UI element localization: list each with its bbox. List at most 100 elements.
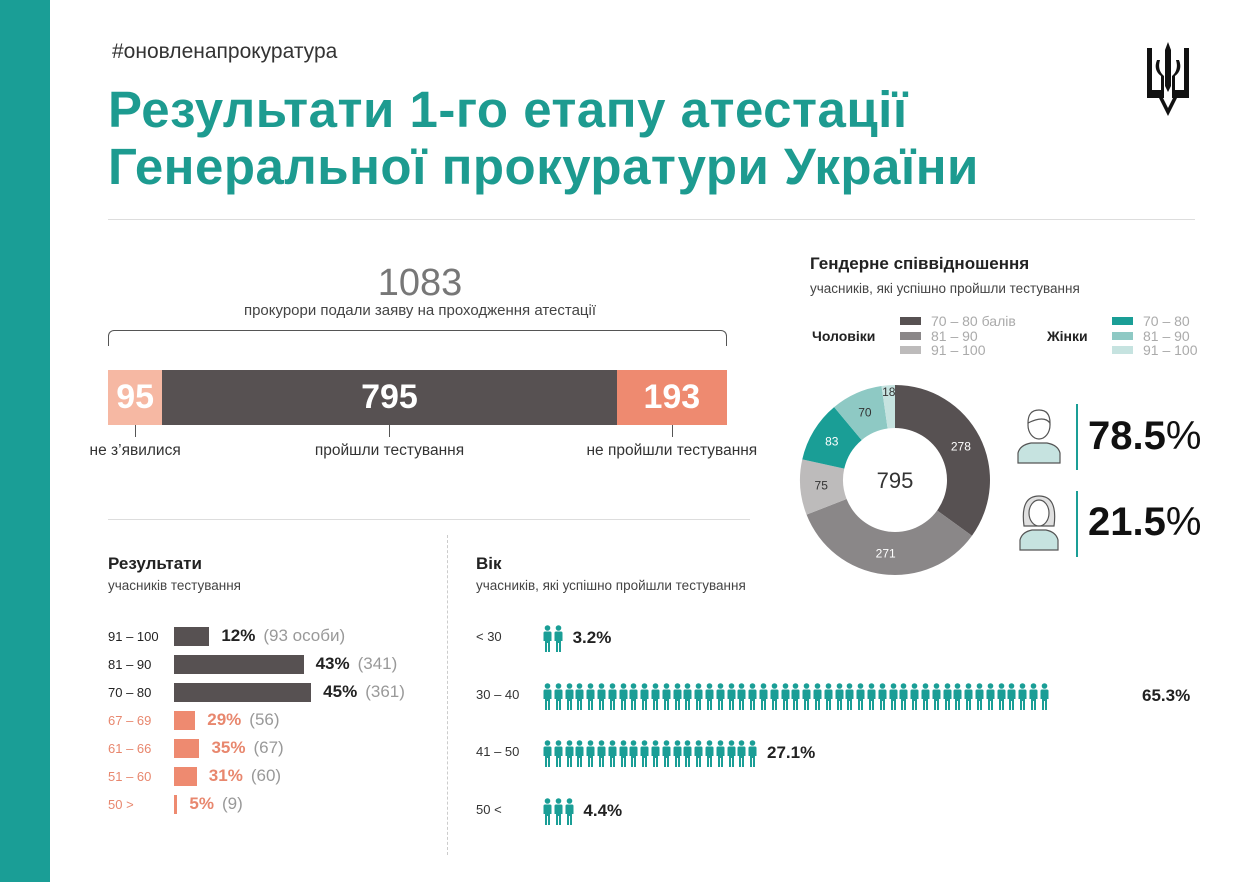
person-icon: [543, 625, 552, 653]
result-count: (341): [357, 654, 398, 673]
person-icon: [856, 683, 865, 711]
hashtag: #оновленапрокуратура: [112, 40, 338, 63]
person-icon: [543, 798, 552, 826]
gender-donut-chart: 278 271 75 83 70 18 795: [800, 385, 990, 575]
person-icon: [845, 683, 854, 711]
person-icon: [629, 740, 638, 768]
person-icon: [802, 683, 811, 711]
men-divider: [1076, 404, 1078, 470]
result-value: 35% (67): [211, 738, 283, 758]
person-icon: [640, 683, 649, 711]
person-icon: [673, 683, 682, 711]
person-icon: [921, 683, 930, 711]
men-percent-value: 78.5: [1088, 414, 1166, 458]
result-count: (93 особи): [263, 626, 346, 645]
person-icon: [662, 683, 671, 711]
woman-icon: [1019, 495, 1059, 551]
result-range-label: 50 >: [108, 797, 134, 812]
person-icon: [554, 740, 563, 768]
donut-slice: [802, 407, 862, 469]
donut-slice-label: 83: [825, 434, 839, 448]
person-icon: [629, 683, 638, 711]
person-icon: [694, 740, 703, 768]
person-icon: [986, 683, 995, 711]
page-title-line2: Генеральної прокуратури України: [108, 138, 979, 195]
person-icon: [748, 683, 757, 711]
result-range-label: 51 – 60: [108, 769, 152, 784]
stack-segment: 795: [162, 370, 617, 425]
women-legend: 70 – 80 81 – 90 91 – 100: [1112, 313, 1198, 359]
result-bar: [174, 795, 178, 814]
result-count: (67): [253, 738, 284, 757]
segment-label: не пройшли тестування: [586, 442, 758, 459]
person-icon: [716, 740, 725, 768]
age-range-label: 30 – 40: [476, 687, 520, 702]
person-icon: [683, 740, 692, 768]
person-icon: [575, 740, 584, 768]
person-icon: [727, 740, 736, 768]
result-value: 31% (60): [209, 766, 281, 786]
person-icon: [597, 740, 606, 768]
dashed-divider: [447, 535, 448, 855]
person-icon: [640, 740, 649, 768]
person-icon: [791, 683, 800, 711]
person-icon: [835, 683, 844, 711]
legend-item: 81 – 90: [900, 328, 1016, 344]
person-icon: [565, 683, 574, 711]
result-bar: [174, 683, 312, 702]
segment-label: не з’явилися: [89, 442, 181, 459]
result-bar: [174, 627, 210, 646]
man-icon: [1017, 409, 1061, 464]
result-range-label: 61 – 66: [108, 741, 152, 756]
person-icon: [565, 798, 574, 826]
age-range-label: 41 – 50: [476, 744, 520, 759]
women-percent: 21.5%: [1088, 500, 1201, 545]
donut-center-label: 795: [877, 468, 914, 493]
result-percent: 29%: [207, 710, 242, 729]
person-icon: [1029, 683, 1038, 711]
person-icon: [705, 740, 714, 768]
age-percent: 3.2%: [572, 628, 612, 647]
legend-text: 91 – 100: [1143, 342, 1198, 359]
age-title: Вік: [476, 554, 502, 573]
page-title-line1: Результати 1-го етапу атестації: [108, 81, 908, 138]
age-percent: 65.3%: [1142, 686, 1191, 705]
person-icon: [608, 740, 617, 768]
legend-item: 91 – 100: [1112, 342, 1198, 359]
result-value: 5% (9): [189, 794, 242, 814]
results-subtitle: учасників тестування: [108, 578, 241, 593]
result-count: (9): [221, 794, 243, 813]
person-icon: [705, 683, 714, 711]
person-icon: [770, 683, 779, 711]
result-percent: 12%: [221, 626, 256, 645]
person-icon: [662, 740, 671, 768]
title-divider: [108, 219, 1195, 220]
person-icon: [608, 683, 617, 711]
result-value: 29% (56): [207, 710, 279, 730]
result-range-label: 91 – 100: [108, 629, 159, 644]
person-icon: [554, 798, 563, 826]
person-icon: [1007, 683, 1016, 711]
person-icon: [943, 683, 952, 711]
stack-segment: 95: [108, 370, 163, 425]
percent-sign: %: [1165, 414, 1202, 458]
person-icon: [997, 683, 1006, 711]
section-divider: [108, 519, 750, 520]
men-percent: 78.5%: [1088, 414, 1201, 459]
age-range-label: < 30: [476, 629, 502, 644]
segment-label: пройшли тестування: [314, 442, 465, 459]
result-count: (361): [365, 682, 405, 701]
result-percent: 45%: [323, 682, 358, 701]
summary-stacked-bar: 95 795 193: [108, 370, 727, 425]
result-percent: 43%: [315, 654, 350, 673]
gender-title: Гендерне співвідношення: [810, 254, 1030, 273]
result-count: (56): [249, 710, 280, 729]
result-count: (60): [250, 766, 282, 785]
person-icon: [759, 683, 768, 711]
stack-segment: 193: [616, 370, 727, 425]
person-icon: [716, 683, 725, 711]
person-icon: [824, 683, 833, 711]
women-divider: [1076, 491, 1078, 557]
results-title: Результати: [108, 554, 202, 573]
donut-slice-label: 278: [951, 439, 971, 453]
